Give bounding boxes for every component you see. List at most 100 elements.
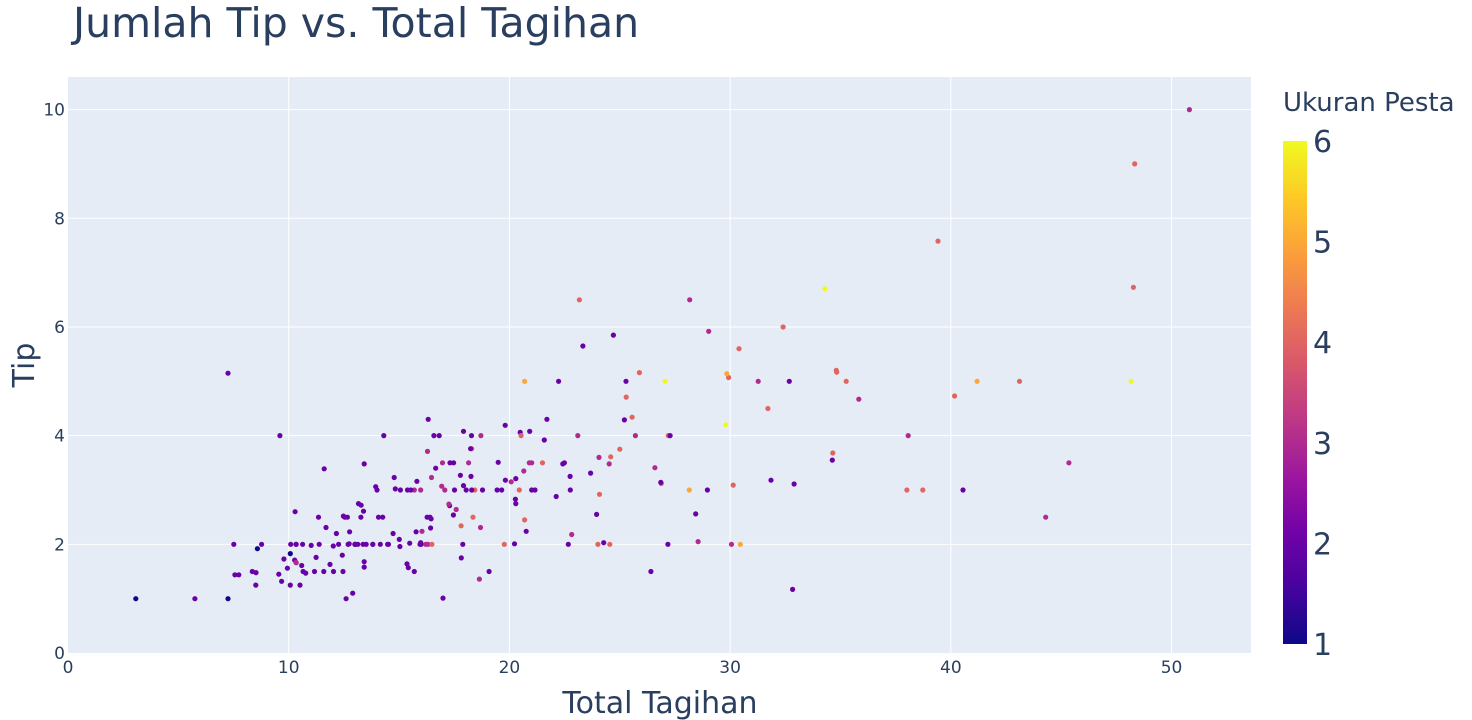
data-point bbox=[575, 433, 581, 439]
data-point bbox=[522, 378, 528, 384]
data-point bbox=[316, 541, 322, 547]
data-point bbox=[521, 468, 527, 474]
data-point bbox=[231, 541, 237, 547]
data-point bbox=[259, 541, 265, 547]
data-point bbox=[508, 479, 514, 485]
y-tick-label: 10 bbox=[43, 101, 65, 121]
data-point bbox=[596, 491, 603, 497]
data-point bbox=[458, 523, 464, 529]
data-point bbox=[343, 596, 349, 602]
data-point bbox=[330, 543, 336, 549]
data-point bbox=[724, 371, 730, 377]
x-tick-label: 40 bbox=[940, 658, 962, 678]
data-point bbox=[439, 460, 446, 466]
y-tick-label: 4 bbox=[54, 427, 65, 447]
data-point bbox=[287, 551, 293, 557]
x-tick-label: 20 bbox=[499, 658, 521, 678]
data-point bbox=[596, 454, 602, 460]
data-point bbox=[704, 487, 711, 493]
data-point bbox=[513, 476, 519, 482]
colorbar-tick-label: 2 bbox=[1313, 527, 1332, 562]
x-tick-label: 0 bbox=[63, 658, 74, 678]
data-point bbox=[375, 514, 382, 520]
data-point bbox=[292, 509, 298, 515]
data-point bbox=[428, 525, 434, 531]
data-point bbox=[610, 332, 617, 338]
data-point bbox=[580, 343, 586, 349]
data-point bbox=[281, 556, 287, 562]
colorbar-tick-label: 6 bbox=[1313, 125, 1332, 160]
data-point bbox=[522, 517, 528, 523]
data-point bbox=[392, 486, 398, 492]
data-point bbox=[419, 528, 425, 534]
y-axis-ticks: 0 2 4 6 8 10 bbox=[43, 101, 65, 664]
data-point bbox=[361, 559, 367, 565]
data-point bbox=[407, 540, 413, 546]
data-point bbox=[502, 477, 508, 483]
data-point bbox=[621, 417, 628, 423]
grid-lines bbox=[68, 77, 1251, 653]
data-point bbox=[686, 487, 692, 493]
data-point bbox=[1066, 460, 1072, 466]
data-point bbox=[293, 559, 299, 565]
data-point bbox=[397, 487, 403, 493]
data-point bbox=[303, 570, 309, 576]
data-points bbox=[133, 107, 1192, 602]
data-point bbox=[363, 541, 369, 547]
data-point bbox=[466, 460, 472, 466]
data-point bbox=[569, 531, 575, 538]
data-point bbox=[323, 524, 329, 531]
data-point bbox=[553, 493, 559, 500]
data-point bbox=[429, 541, 435, 547]
data-point bbox=[1128, 378, 1134, 384]
data-point bbox=[765, 405, 771, 412]
data-point bbox=[313, 554, 319, 561]
data-point bbox=[706, 328, 712, 334]
data-point bbox=[361, 461, 367, 467]
data-point bbox=[297, 582, 303, 588]
data-point bbox=[601, 540, 607, 546]
data-point bbox=[339, 552, 345, 558]
data-point bbox=[232, 572, 238, 578]
data-point bbox=[935, 238, 941, 244]
data-point bbox=[440, 595, 446, 601]
data-point bbox=[652, 465, 658, 471]
data-point bbox=[315, 514, 322, 520]
data-point bbox=[436, 433, 442, 439]
data-point bbox=[518, 433, 524, 439]
data-point bbox=[623, 378, 629, 384]
data-point bbox=[327, 561, 333, 568]
data-point bbox=[276, 571, 282, 577]
data-point bbox=[225, 370, 231, 376]
data-point bbox=[856, 396, 862, 402]
data-point bbox=[1132, 161, 1138, 167]
data-point bbox=[632, 433, 639, 439]
data-point bbox=[336, 541, 342, 547]
x-tick-label: 10 bbox=[278, 658, 300, 678]
data-point bbox=[567, 473, 573, 479]
data-point bbox=[790, 586, 796, 593]
chart-title: Jumlah Tip vs. Total Tagihan bbox=[70, 0, 639, 47]
data-point bbox=[1043, 514, 1049, 520]
data-point bbox=[225, 596, 231, 602]
data-point bbox=[358, 502, 364, 508]
data-point bbox=[254, 546, 260, 552]
data-point bbox=[340, 513, 346, 519]
data-point bbox=[284, 565, 290, 571]
data-point bbox=[411, 568, 417, 575]
x-tick-label: 50 bbox=[1161, 658, 1183, 678]
colorbar-tick-label: 3 bbox=[1313, 427, 1332, 462]
data-point bbox=[333, 530, 339, 537]
data-point bbox=[346, 541, 352, 547]
data-point bbox=[905, 433, 911, 439]
data-point bbox=[360, 508, 367, 514]
data-point bbox=[418, 487, 424, 493]
data-point bbox=[501, 541, 507, 547]
data-point bbox=[249, 568, 255, 575]
data-point bbox=[358, 514, 364, 520]
data-point bbox=[952, 393, 958, 399]
data-point bbox=[425, 416, 431, 422]
data-point bbox=[539, 460, 546, 466]
data-point bbox=[594, 511, 600, 517]
